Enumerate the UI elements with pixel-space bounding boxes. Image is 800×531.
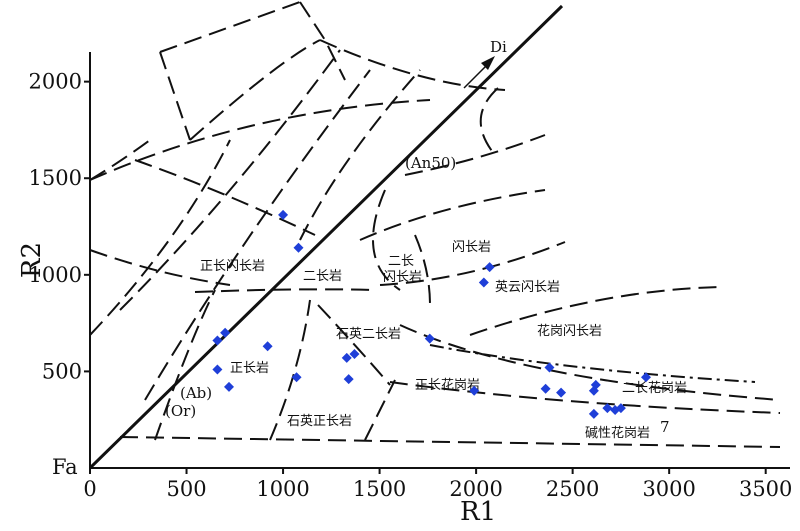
sample-point	[544, 362, 555, 373]
boundary-line	[154, 289, 216, 441]
axes	[89, 52, 790, 469]
sample-point	[641, 372, 651, 383]
y-tick-label: 1500	[29, 166, 82, 190]
sample-point	[588, 385, 599, 396]
y-ticks: 500 1000 1500 2000	[29, 70, 90, 383]
ab-label: (Ab)	[180, 384, 212, 402]
boundary-line	[414, 234, 431, 306]
field-label-alkgranite: 碱性花岗岩	[585, 425, 650, 441]
boundary-line	[159, 51, 191, 141]
boundary-line	[404, 134, 546, 176]
sample-point	[349, 349, 360, 360]
sample-point	[343, 374, 354, 385]
sample-point	[540, 383, 551, 394]
field-label-syenogranite: 正长花岗岩	[415, 377, 480, 393]
boundary-line	[299, 69, 421, 241]
sample-point	[588, 408, 599, 419]
sample-point	[212, 335, 223, 346]
y-tick-label: 1000	[29, 263, 82, 287]
y-tick-label: 2000	[29, 70, 82, 94]
boundary-line	[299, 1, 346, 81]
boundary-line	[159, 1, 301, 53]
origin-label: Fa	[52, 455, 78, 479]
boundary-line	[89, 139, 231, 336]
x-tick-label: 0	[83, 477, 96, 501]
boundary-line	[429, 344, 756, 383]
sample-point	[262, 341, 273, 352]
di-trend-line	[88, 4, 564, 470]
boundary-line	[89, 139, 151, 181]
boundary-line	[119, 49, 341, 311]
field-label-syenite: 正长岩	[230, 361, 269, 376]
field-labels: 正长闪长岩 二长岩 二长 闪长岩 闪长岩 英云闪长岩 正长岩 石英二长岩 花岗闪…	[200, 240, 687, 441]
boundary-line	[379, 241, 566, 286]
sample-point	[278, 209, 289, 220]
x-tick-label: 1000	[256, 477, 309, 501]
or-label: (Or)	[165, 402, 196, 420]
boundary-line	[359, 189, 546, 241]
sample-points	[212, 209, 651, 419]
sample-point	[291, 372, 302, 383]
y-tick-label: 500	[42, 359, 82, 383]
boundary-line	[479, 87, 499, 156]
x-tick-label: 2500	[546, 477, 599, 501]
sample-point	[469, 385, 480, 396]
x-tick-label: 2000	[449, 477, 502, 501]
field-label-monzodiorite-bottom: 闪长岩	[383, 270, 422, 285]
an50-label: (An50)	[405, 154, 456, 172]
sample-point	[556, 387, 567, 398]
field-label-monzogranite: 二长花岗岩	[622, 380, 687, 396]
boundary-line	[372, 189, 401, 291]
boundary-line	[144, 69, 371, 401]
field-label-tonalite: 英云闪长岩	[495, 280, 560, 295]
field-label-qsyenite: 石英正长岩	[287, 414, 352, 429]
sample-point	[293, 242, 304, 253]
sample-point	[484, 262, 495, 273]
field-label-granodiorite: 花岗闪长岩	[537, 323, 602, 339]
sample-point	[220, 327, 231, 338]
boundary-line	[319, 39, 506, 91]
sample-point	[602, 403, 613, 414]
boundary-line	[269, 299, 311, 441]
boundary-line	[89, 249, 231, 286]
sample-point	[212, 364, 223, 375]
boundary-line	[399, 324, 781, 401]
boundary-line	[317, 304, 391, 386]
sample-point	[478, 277, 489, 288]
boundary-line	[189, 39, 321, 141]
boundary-line	[134, 159, 316, 236]
di-arrow-head	[481, 56, 495, 70]
boundary-line	[194, 288, 376, 293]
x-tick-label: 3000	[642, 477, 695, 501]
boundary-line	[364, 379, 396, 441]
di-line: Di	[88, 4, 564, 470]
field-label-monzonite: 二长岩	[303, 269, 342, 284]
boundary-line	[469, 286, 721, 336]
di-label: Di	[490, 38, 507, 56]
x-tick-label: 3500	[739, 477, 792, 501]
x-ticks: 0 500 1000 1500 2000 2500 3000 3500	[83, 468, 792, 501]
x-tick-label: 500	[166, 477, 206, 501]
x-tick-label: 1500	[353, 477, 406, 501]
sample-point	[424, 333, 435, 344]
sample-point	[341, 352, 352, 363]
field-label-syenodiorite: 正长闪长岩	[200, 259, 265, 274]
y-axis-title: R2	[17, 242, 47, 278]
field-label-qmonzonite: 石英二长岩	[336, 327, 401, 342]
x-axis-title: R1	[460, 497, 496, 526]
sample-point	[615, 403, 626, 414]
seven-label: 7	[660, 418, 670, 436]
boundary-line	[389, 381, 781, 414]
field-label-monzodiorite-top: 二长	[388, 254, 414, 269]
boundary-line	[119, 436, 781, 448]
boundary-line	[89, 99, 431, 181]
field-label-diorite: 闪长岩	[452, 240, 491, 255]
field-boundaries	[89, 1, 781, 448]
sample-point	[224, 381, 234, 392]
